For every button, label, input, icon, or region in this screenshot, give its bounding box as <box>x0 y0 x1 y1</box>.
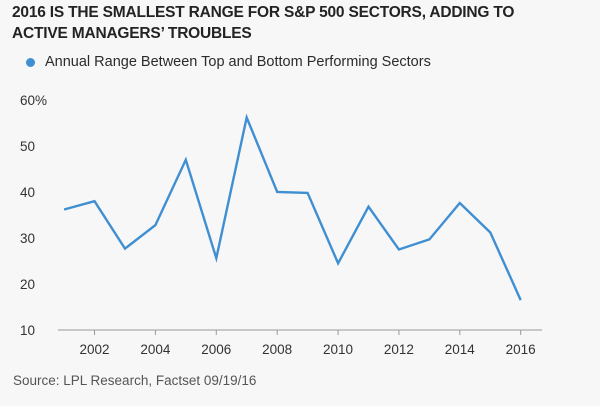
chart-title-line-2: ACTIVE MANAGERS’ TROUBLES <box>12 25 252 42</box>
legend: Annual Range Between Top and Bottom Perf… <box>26 52 431 72</box>
x-tick-label: 2002 <box>80 342 110 357</box>
x-tick-label: 2014 <box>445 342 476 357</box>
x-tick-label: 2006 <box>201 342 231 357</box>
x-tick-label: 2010 <box>323 342 353 357</box>
chart-title-line-1: 2016 IS THE SMALLEST RANGE FOR S&P 500 S… <box>12 4 515 21</box>
y-tick-label: 60% <box>20 93 47 108</box>
legend-marker <box>26 57 35 67</box>
y-tick-label: 20 <box>20 277 35 292</box>
x-tick-label: 2008 <box>262 342 292 357</box>
source-note: Source: LPL Research, Factset 09/19/16 <box>13 373 257 388</box>
x-tick-label: 2016 <box>506 342 536 357</box>
x-tick-label: 2004 <box>140 342 171 357</box>
y-tick-label: 40 <box>20 185 35 200</box>
chart-title: 2016 IS THE SMALLEST RANGE FOR S&P 500 S… <box>12 2 592 44</box>
y-tick-label: 10 <box>20 323 35 338</box>
legend-label: Annual Range Between Top and Bottom Perf… <box>45 54 431 70</box>
x-tick-label: 2012 <box>384 342 414 357</box>
y-tick-label: 30 <box>20 231 35 246</box>
series-line <box>63 113 522 301</box>
y-tick-label: 50 <box>20 139 35 154</box>
